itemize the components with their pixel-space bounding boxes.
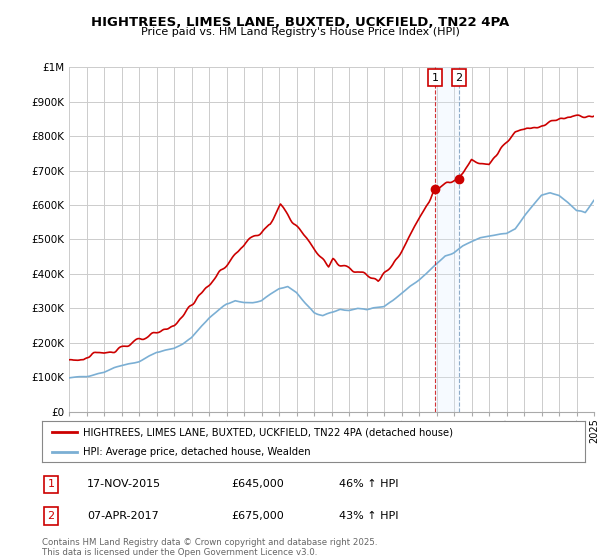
Text: 17-NOV-2015: 17-NOV-2015: [87, 479, 161, 489]
Text: £675,000: £675,000: [231, 511, 284, 521]
Text: 43% ↑ HPI: 43% ↑ HPI: [339, 511, 398, 521]
Text: 07-APR-2017: 07-APR-2017: [87, 511, 159, 521]
Text: HPI: Average price, detached house, Wealden: HPI: Average price, detached house, Weal…: [83, 447, 310, 457]
Text: HIGHTREES, LIMES LANE, BUXTED, UCKFIELD, TN22 4PA: HIGHTREES, LIMES LANE, BUXTED, UCKFIELD,…: [91, 16, 509, 29]
Text: HIGHTREES, LIMES LANE, BUXTED, UCKFIELD, TN22 4PA (detached house): HIGHTREES, LIMES LANE, BUXTED, UCKFIELD,…: [83, 427, 453, 437]
Text: £645,000: £645,000: [231, 479, 284, 489]
Text: Price paid vs. HM Land Registry's House Price Index (HPI): Price paid vs. HM Land Registry's House …: [140, 27, 460, 37]
Text: 2: 2: [455, 73, 462, 82]
Text: 1: 1: [431, 73, 439, 82]
Text: 1: 1: [47, 479, 55, 489]
Text: 46% ↑ HPI: 46% ↑ HPI: [339, 479, 398, 489]
Text: Contains HM Land Registry data © Crown copyright and database right 2025.
This d: Contains HM Land Registry data © Crown c…: [42, 538, 377, 557]
Text: 2: 2: [47, 511, 55, 521]
Bar: [435, 67, 459, 412]
